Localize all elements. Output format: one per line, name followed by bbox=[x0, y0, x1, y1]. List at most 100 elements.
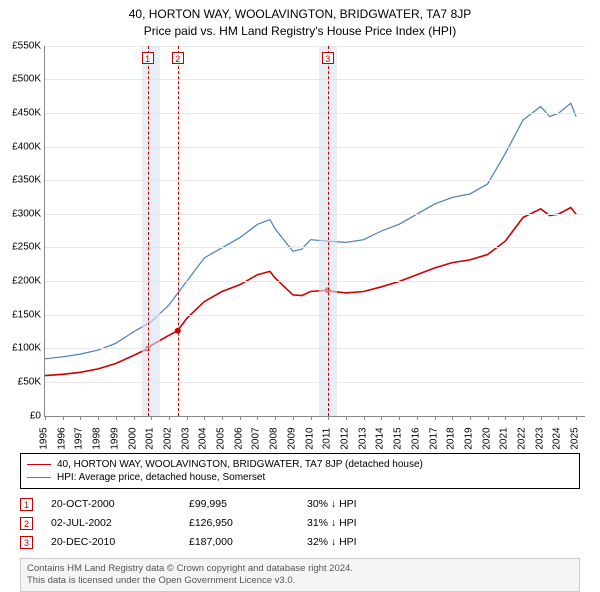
y-axis-label: £450K bbox=[1, 107, 41, 118]
y-gridline bbox=[45, 180, 585, 181]
transactions-table: 120-OCT-2000£99,99530% ↓ HPI202-JUL-2002… bbox=[20, 495, 580, 552]
transaction-pct: 32% ↓ HPI bbox=[307, 536, 407, 548]
footer-line-1: Contains HM Land Registry data © Crown c… bbox=[27, 563, 573, 575]
legend-label: 40, HORTON WAY, WOOLAVINGTON, BRIDGWATER… bbox=[57, 459, 423, 470]
x-tick bbox=[80, 416, 81, 420]
y-gridline bbox=[45, 382, 585, 383]
event-marker-box: 1 bbox=[142, 52, 154, 64]
event-vline bbox=[328, 46, 329, 416]
x-tick bbox=[381, 416, 382, 420]
x-axis-label: 2004 bbox=[198, 427, 209, 449]
y-axis-label: £550K bbox=[1, 40, 41, 51]
x-tick bbox=[399, 416, 400, 420]
x-axis-label: 1995 bbox=[39, 427, 50, 449]
chart-lines-svg bbox=[45, 46, 585, 416]
y-gridline bbox=[45, 315, 585, 316]
transaction-price: £99,995 bbox=[189, 498, 289, 510]
event-marker-box: 2 bbox=[172, 52, 184, 64]
transaction-marker: 2 bbox=[20, 517, 33, 530]
x-tick bbox=[45, 416, 46, 420]
legend-label: HPI: Average price, detached house, Some… bbox=[57, 472, 265, 483]
title-block: 40, HORTON WAY, WOOLAVINGTON, BRIDGWATER… bbox=[0, 0, 600, 40]
x-tick bbox=[275, 416, 276, 420]
y-axis-label: £400K bbox=[1, 141, 41, 152]
x-axis-label: 2001 bbox=[145, 427, 156, 449]
footer-line-2: This data is licensed under the Open Gov… bbox=[27, 575, 573, 587]
x-axis-label: 2015 bbox=[393, 427, 404, 449]
y-axis-label: £150K bbox=[1, 309, 41, 320]
x-tick bbox=[293, 416, 294, 420]
x-axis-label: 2010 bbox=[304, 427, 315, 449]
x-tick bbox=[116, 416, 117, 420]
transaction-price: £187,000 bbox=[189, 536, 289, 548]
y-axis-label: £250K bbox=[1, 242, 41, 253]
y-axis-label: £0 bbox=[1, 410, 41, 421]
x-axis-label: 1997 bbox=[74, 427, 85, 449]
x-tick bbox=[311, 416, 312, 420]
x-axis-label: 1999 bbox=[109, 427, 120, 449]
y-gridline bbox=[45, 281, 585, 282]
chart-container: 40, HORTON WAY, WOOLAVINGTON, BRIDGWATER… bbox=[0, 0, 600, 590]
x-tick bbox=[488, 416, 489, 420]
transaction-marker: 1 bbox=[20, 498, 33, 511]
x-tick bbox=[558, 416, 559, 420]
y-axis-label: £350K bbox=[1, 175, 41, 186]
y-gridline bbox=[45, 113, 585, 114]
x-axis-label: 2012 bbox=[340, 427, 351, 449]
x-tick bbox=[169, 416, 170, 420]
transaction-pct: 30% ↓ HPI bbox=[307, 498, 407, 510]
y-axis-label: £300K bbox=[1, 208, 41, 219]
x-axis-label: 2023 bbox=[534, 427, 545, 449]
x-tick bbox=[346, 416, 347, 420]
x-axis-label: 2003 bbox=[180, 427, 191, 449]
x-axis-label: 2008 bbox=[269, 427, 280, 449]
x-tick bbox=[328, 416, 329, 420]
x-axis-label: 2006 bbox=[233, 427, 244, 449]
x-axis-label: 2009 bbox=[286, 427, 297, 449]
x-tick bbox=[222, 416, 223, 420]
x-axis-label: 2019 bbox=[464, 427, 475, 449]
transaction-row: 120-OCT-2000£99,99530% ↓ HPI bbox=[20, 495, 580, 514]
x-tick bbox=[417, 416, 418, 420]
x-axis-label: 2013 bbox=[357, 427, 368, 449]
transaction-pct: 31% ↓ HPI bbox=[307, 517, 407, 529]
transaction-row: 2 02-JUL-2002 £126,950 31% ↓ HPI bbox=[20, 514, 580, 533]
x-axis-label: 2018 bbox=[446, 427, 457, 449]
x-tick bbox=[98, 416, 99, 420]
x-axis-label: 2020 bbox=[481, 427, 492, 449]
x-axis-label: 2002 bbox=[163, 427, 174, 449]
transaction-price: £126,950 bbox=[189, 517, 289, 529]
highlight-band bbox=[142, 46, 160, 416]
legend: 40, HORTON WAY, WOOLAVINGTON, BRIDGWATER… bbox=[20, 453, 580, 489]
x-axis-label: 1998 bbox=[92, 427, 103, 449]
x-tick bbox=[151, 416, 152, 420]
y-gridline bbox=[45, 79, 585, 80]
legend-swatch bbox=[27, 464, 51, 465]
x-tick bbox=[523, 416, 524, 420]
y-gridline bbox=[45, 348, 585, 349]
x-tick bbox=[257, 416, 258, 420]
x-axis-label: 2014 bbox=[375, 427, 386, 449]
x-axis-label: 2007 bbox=[251, 427, 262, 449]
x-axis-label: 2022 bbox=[517, 427, 528, 449]
event-marker-box: 3 bbox=[322, 52, 334, 64]
x-axis-label: 2011 bbox=[322, 427, 333, 449]
y-gridline bbox=[45, 46, 585, 47]
series-line-hpi bbox=[45, 103, 576, 359]
x-axis-label: 2025 bbox=[570, 427, 581, 449]
y-axis-label: £100K bbox=[1, 343, 41, 354]
x-axis-label: 2024 bbox=[552, 427, 563, 449]
x-tick bbox=[470, 416, 471, 420]
transaction-date: 20-DEC-2010 bbox=[51, 536, 171, 548]
title-line-1: 40, HORTON WAY, WOOLAVINGTON, BRIDGWATER… bbox=[0, 6, 600, 23]
x-tick bbox=[204, 416, 205, 420]
event-vline bbox=[178, 46, 179, 416]
transaction-marker: 3 bbox=[20, 536, 33, 549]
transaction-row: 3 20-DEC-2010 £187,000 32% ↓ HPI bbox=[20, 533, 580, 552]
legend-item: HPI: Average price, detached house, Some… bbox=[27, 471, 573, 484]
series-line-property bbox=[45, 207, 576, 375]
transaction-date: 02-JUL-2002 bbox=[51, 517, 171, 529]
x-axis-label: 2017 bbox=[428, 427, 439, 449]
y-gridline bbox=[45, 214, 585, 215]
x-axis-label: 2005 bbox=[216, 427, 227, 449]
